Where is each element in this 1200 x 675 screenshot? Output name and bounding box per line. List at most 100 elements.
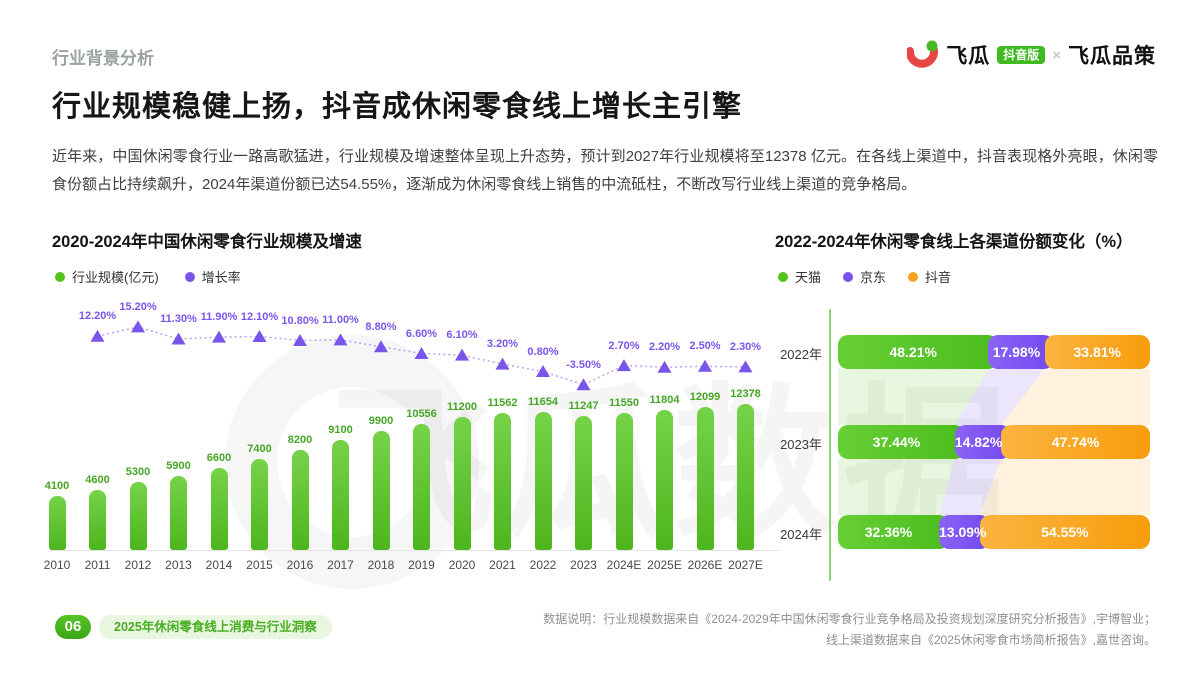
segment-value-label: 47.74% xyxy=(1051,434,1100,450)
bar-value-label: 11550 xyxy=(609,396,639,409)
source-line-1: 数据说明：行业规模数据来自《2024-2029年中国休闲零食行业竞争格局及投资规… xyxy=(543,612,1156,626)
segment-value-label: 37.44% xyxy=(872,434,921,450)
segment-天猫-2024年 xyxy=(838,515,949,549)
growth-rate-label: 6.60% xyxy=(405,327,438,340)
share-flow-ribbons xyxy=(838,369,1150,515)
bar-value-label: 9900 xyxy=(368,415,394,428)
x-axis-tick: 2027E xyxy=(728,558,763,572)
segment-天猫-2023年 xyxy=(838,425,965,459)
green-dot-icon xyxy=(778,271,788,282)
growth-marker xyxy=(617,359,631,372)
bar-2020 xyxy=(453,416,471,550)
bar-value-label: 11200 xyxy=(447,400,477,413)
bar-2018 xyxy=(372,431,390,550)
bar-2014 xyxy=(210,467,228,550)
bar-value-label: 9100 xyxy=(328,424,353,436)
bar-value-label: 8200 xyxy=(287,434,313,446)
bar-2026E xyxy=(696,406,714,550)
growth-marker xyxy=(131,320,145,333)
x-axis-tick: 2022 xyxy=(529,558,557,572)
growth-marker xyxy=(495,357,510,370)
segment-value-label: 14.82% xyxy=(954,434,1003,450)
page-title: 行业规模稳健上扬，抖音成休闲零食线上增长主引擎 xyxy=(52,91,743,123)
growth-rate-label: 12.10% xyxy=(240,310,279,323)
x-axis-tick: 2016 xyxy=(286,558,314,572)
growth-rate-label: 12.20% xyxy=(78,310,117,323)
x-axis-tick: 2023 xyxy=(570,558,597,572)
x-axis-tick: 2021 xyxy=(489,558,516,572)
bar-value-label: 4600 xyxy=(85,473,110,486)
growth-marker xyxy=(455,348,469,361)
left-chart-legend: 行业规模(亿元) 增长率 xyxy=(55,267,241,286)
growth-marker xyxy=(414,347,429,359)
purple-dot-icon xyxy=(184,271,195,282)
segment-value-label: 13.09% xyxy=(939,524,987,540)
growth-marker xyxy=(374,340,388,353)
logo-separator: × xyxy=(1052,46,1061,64)
growth-marker xyxy=(536,365,550,377)
x-axis-tick: 2018 xyxy=(367,558,395,572)
legend-item-tmall: 天猫 xyxy=(778,267,821,286)
bar-value-label: 11654 xyxy=(528,395,558,408)
right-chart-legend: 天猫 京东 抖音 xyxy=(778,267,951,286)
growth-marker xyxy=(252,330,267,342)
bar-2016 xyxy=(291,450,309,550)
brand-name: 飞瓜 xyxy=(946,45,991,68)
segment-京东-2022年 xyxy=(988,335,1055,369)
growth-rate-label: 6.10% xyxy=(446,329,478,342)
segment-value-label: 54.55% xyxy=(1041,524,1089,540)
segment-value-label: 33.81% xyxy=(1073,344,1121,360)
growth-line xyxy=(90,320,753,391)
bar-value-label: 11247 xyxy=(568,400,599,413)
growth-rate-label: 8.80% xyxy=(365,320,397,333)
x-axis-tick: 2017 xyxy=(327,558,354,572)
row-label-2022年: 2022年 xyxy=(780,347,822,362)
growth-marker xyxy=(698,359,712,372)
left-chart-title: 2020-2024年中国休闲零食行业规模及增速 xyxy=(52,233,362,251)
section-label: 行业背景分析 xyxy=(52,49,154,68)
purple-dot-icon xyxy=(843,271,854,282)
growth-rate-label: 11.00% xyxy=(322,313,359,326)
growth-rate-label: 10.80% xyxy=(281,314,319,327)
legend-label: 抖音 xyxy=(925,270,952,285)
bar-2025E xyxy=(656,410,673,550)
source-line-2: 线上渠道数据来自《2025休闲零食市场简析报告》,嘉世咨询。 xyxy=(825,633,1156,647)
legend-item-growth: 增长率 xyxy=(184,267,241,286)
green-dot-icon xyxy=(55,271,65,282)
segment-抖音-2024年 xyxy=(979,515,1150,549)
legend-label: 京东 xyxy=(860,270,887,285)
bar-2019 xyxy=(413,423,430,550)
bar-2010 xyxy=(48,495,66,550)
bar-2017 xyxy=(332,440,349,550)
bar-2024E xyxy=(615,412,633,550)
bar-value-label: 6600 xyxy=(206,451,232,464)
x-axis-tick: 2024E xyxy=(606,558,642,572)
growth-marker xyxy=(576,378,591,391)
segment-value-label: 48.21% xyxy=(889,344,937,360)
x-axis-tick: 2011 xyxy=(84,558,111,572)
growth-marker xyxy=(171,332,186,345)
growth-marker xyxy=(738,360,753,373)
growth-rate-label: 2.20% xyxy=(648,341,681,354)
y-axis-line xyxy=(829,309,831,581)
growth-rate-label: 11.90% xyxy=(200,311,238,324)
x-axis-tick: 2015 xyxy=(246,558,273,572)
legend-label: 行业规模(亿元) xyxy=(72,270,159,285)
bar-value-label: 5900 xyxy=(166,459,191,472)
document-title-pill: 2025年休闲零食线上消费与行业洞察 xyxy=(99,615,332,639)
x-axis-tick: 2026E xyxy=(687,558,723,572)
bar-2012 xyxy=(129,482,147,550)
growth-marker xyxy=(657,360,672,373)
growth-rate-label: 3.20% xyxy=(486,338,519,351)
legend-label: 增长率 xyxy=(201,270,241,285)
growth-rate-label: -3.50% xyxy=(566,358,601,371)
industry-scale-growth-chart: 4100 2010 4600 2011 5300 2012 5900 2013 6600 2014… xyxy=(44,295,780,585)
bar-value-label: 7400 xyxy=(247,442,272,455)
orange-dot-icon xyxy=(908,271,919,282)
legend-item-douyin: 抖音 xyxy=(908,267,951,286)
bar-value-label: 12378 xyxy=(730,387,761,400)
bar-2022 xyxy=(534,411,552,550)
feigua-swoosh-icon xyxy=(907,40,939,70)
row-label-2023年: 2023年 xyxy=(780,437,822,452)
x-axis-tick: 2014 xyxy=(205,558,233,572)
